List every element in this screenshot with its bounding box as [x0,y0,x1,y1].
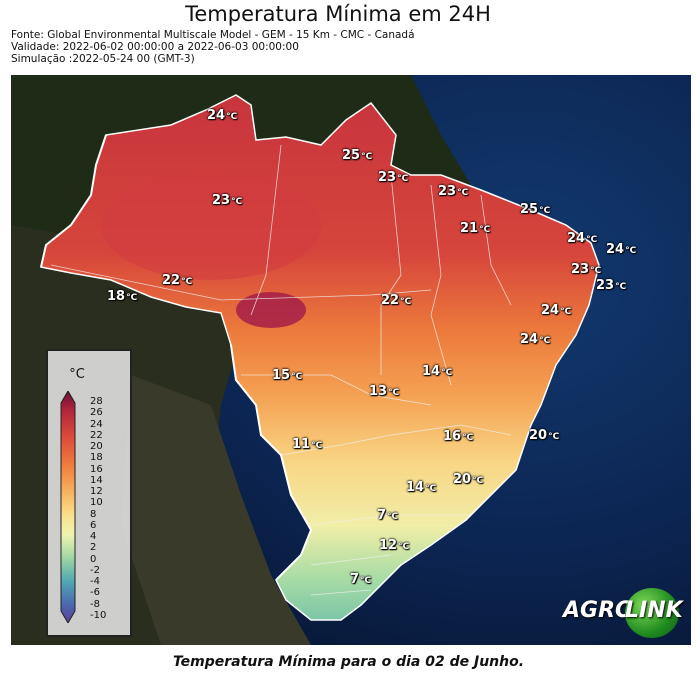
andes-land [121,375,311,645]
temperature-label: 20°C [453,472,484,487]
validity-text: Validade: 2022-06-02 00:00:00 a 2022-06-… [11,41,299,53]
legend-unit: °C [69,367,85,382]
legend-tick: 2 [90,542,97,554]
temperature-label: 24°C [520,332,551,347]
temperature-label: 7°C [350,572,372,587]
country-border [40,134,313,581]
legend-tick: 28 [90,396,103,407]
temperature-label: 24°C [567,231,598,246]
logo-ball: LINK [625,588,683,638]
temperature-label: 13°C [369,384,400,399]
temperature-label: 21°C [460,221,491,236]
legend-tick: 8 [90,508,97,520]
color-bar [60,391,76,623]
legend-tick: 16 [90,463,103,475]
legend-tick: 4 [90,531,97,543]
temperature-label: 23°C [212,193,243,208]
temperature-label: 25°C [342,148,373,163]
temperature-label: 25°C [520,202,551,217]
hot-core [236,292,306,328]
temperature-label: 18°C [107,289,138,304]
temperature-label: 15°C [272,368,303,383]
legend-tick: -8 [90,598,100,610]
temperature-label: 24°C [207,108,238,123]
temperature-label: 22°C [381,293,412,308]
legend-tick: 20 [90,441,103,453]
logo-agro: AGRO [563,598,634,623]
legend-tick: 22 [90,429,103,441]
legend-tick: 6 [90,519,97,531]
hot-region [101,170,321,280]
legend-tick: 10 [90,497,103,509]
legend-tick: 12 [90,486,103,498]
legend-tick: -6 [90,587,100,599]
temperature-label: 23°C [438,184,469,199]
temperature-label: 12°C [379,538,410,553]
legend-tick: 0 [90,553,97,565]
temperature-label: 24°C [541,303,572,318]
temperature-label: 23°C [596,278,627,293]
legend-tick: 24 [90,418,103,430]
state-borders [50,144,512,596]
temperature-label: 22°C [162,273,193,288]
temperature-label: 24°C [606,242,637,257]
temperature-label: 16°C [443,429,474,444]
legend-tick: 18 [90,452,103,464]
temperature-label: 23°C [378,170,409,185]
map-title: Temperatura Mínima em 24H [185,2,491,26]
legend-tick: 26 [90,407,103,419]
temperature-label: 20°C [529,428,560,443]
temperature-label: 11°C [292,437,323,452]
temperature-label: 14°C [422,364,453,379]
legend-tick: -4 [90,576,100,588]
simulation-text: Simulação :2022-05-24 00 (GMT-3) [11,53,195,65]
legend-tick: 14 [90,474,103,486]
legend-tick: -2 [90,564,100,576]
legend: °C 28 26 24 22 20 18 16 14 12 10 8 6 4 2 0 -2 -4 -6 -8 -10 [46,349,132,637]
map-caption: Temperatura Mínima para o dia 02 de Junh… [172,654,525,670]
legend-tick: -10 [90,610,107,621]
temperature-label: 14°C [406,480,437,495]
temperature-label: 23°C [571,262,602,277]
logo-link: LINK [625,598,683,623]
source-text: Fonte: Global Environmental Multiscale M… [11,29,415,41]
temperature-label: 7°C [377,508,399,523]
